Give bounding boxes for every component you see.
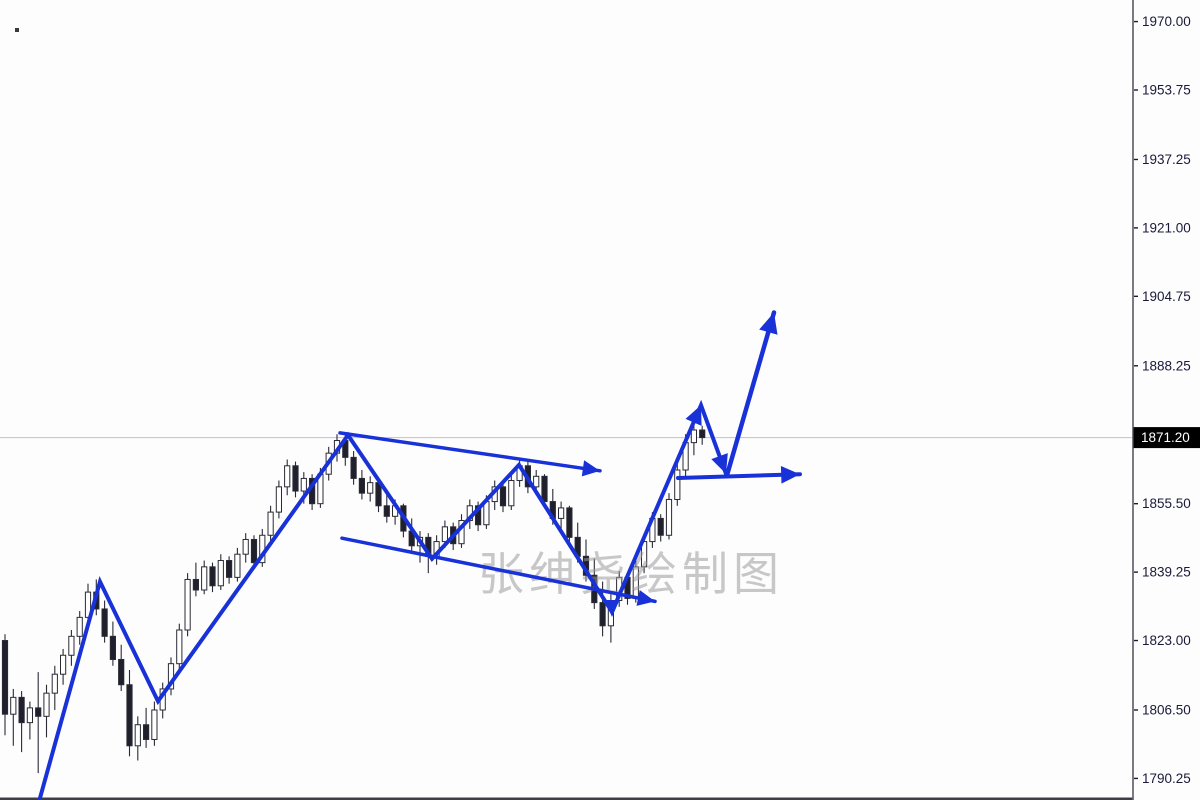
axis-tick-label: 1953.75 (1142, 83, 1191, 98)
candle (192, 562, 200, 597)
candle (441, 520, 448, 548)
candle (333, 434, 341, 462)
candle (483, 495, 490, 529)
axis-tick-label: 1904.75 (1142, 289, 1191, 304)
candle (682, 434, 689, 477)
candle (491, 480, 498, 510)
axis-tick-label: 1921.00 (1142, 220, 1191, 235)
candle (416, 531, 424, 563)
candle (350, 451, 357, 485)
candle (101, 600, 108, 643)
candle (425, 533, 432, 574)
candle (217, 554, 224, 590)
candle (400, 503, 407, 538)
candle (209, 562, 216, 593)
candle (201, 560, 208, 595)
candle (516, 459, 523, 487)
candle (533, 470, 540, 496)
watermark-text: 张绅尧绘制图 (478, 548, 784, 600)
axis-tick-label: 1806.50 (1142, 703, 1191, 718)
candle (375, 480, 382, 513)
candle (392, 499, 399, 525)
candle (649, 512, 656, 548)
candle (184, 573, 191, 637)
axis-tick-label: 1823.00 (1142, 633, 1191, 648)
candle (109, 621, 117, 666)
candle (18, 691, 25, 753)
candle (259, 528, 266, 567)
candle (60, 648, 67, 685)
candle (267, 505, 274, 542)
candle (84, 583, 92, 628)
chart-marker-dot (15, 28, 19, 32)
candle (450, 522, 457, 550)
candle (458, 514, 465, 548)
axis-tick-label: 1839.25 (1142, 565, 1191, 580)
candle (284, 459, 291, 496)
candle (541, 474, 548, 508)
candle (143, 707, 150, 748)
candle (151, 701, 158, 746)
axis-tick-label: 1888.25 (1142, 358, 1191, 373)
candle (126, 670, 133, 757)
candle (549, 488, 556, 525)
candle (275, 480, 282, 519)
candle (466, 499, 473, 529)
axis-tick-label: 1970.00 (1142, 14, 1191, 29)
current-price-tag: 1871.20 (1133, 427, 1200, 449)
axis-tick-label: 1937.25 (1142, 152, 1191, 167)
candle (508, 474, 515, 510)
candle (358, 470, 365, 500)
candle (657, 514, 664, 542)
candle (607, 594, 614, 643)
candle (674, 463, 681, 506)
candle (176, 623, 183, 670)
candle (408, 518, 415, 553)
candle (325, 446, 332, 481)
candle (167, 657, 175, 696)
candle (68, 630, 75, 666)
price-axis[interactable]: 1970.00 1953.75 1937.25 1921.00 1904.75 1888.… (1132, 0, 1200, 800)
candle (226, 556, 233, 584)
candle (690, 419, 697, 456)
candle (93, 579, 100, 616)
candle (10, 688, 17, 746)
candle (242, 533, 249, 563)
candle (367, 476, 374, 502)
candle (292, 461, 299, 498)
candle (499, 482, 507, 513)
svg-text:1871.20: 1871.20 (1141, 430, 1190, 445)
candle (665, 493, 673, 540)
candle (309, 474, 316, 510)
candle (43, 684, 50, 738)
candle (475, 501, 482, 532)
candle (234, 547, 241, 582)
candle (118, 644, 125, 692)
axis-tick-label: 1790.25 (1142, 771, 1191, 786)
candle (566, 505, 573, 544)
candle (51, 665, 58, 710)
axis-tick-label: 1855.50 (1142, 496, 1191, 511)
candle (433, 535, 440, 565)
candle (300, 472, 307, 504)
candle (134, 716, 141, 761)
candle (159, 682, 166, 719)
candle (1, 634, 9, 736)
candle (524, 461, 531, 494)
candle (317, 467, 324, 508)
candle (558, 501, 565, 534)
candle (383, 491, 390, 523)
candle (26, 701, 33, 740)
candle (250, 535, 258, 569)
candle (35, 672, 42, 774)
candle (699, 425, 706, 445)
candle (76, 611, 83, 645)
